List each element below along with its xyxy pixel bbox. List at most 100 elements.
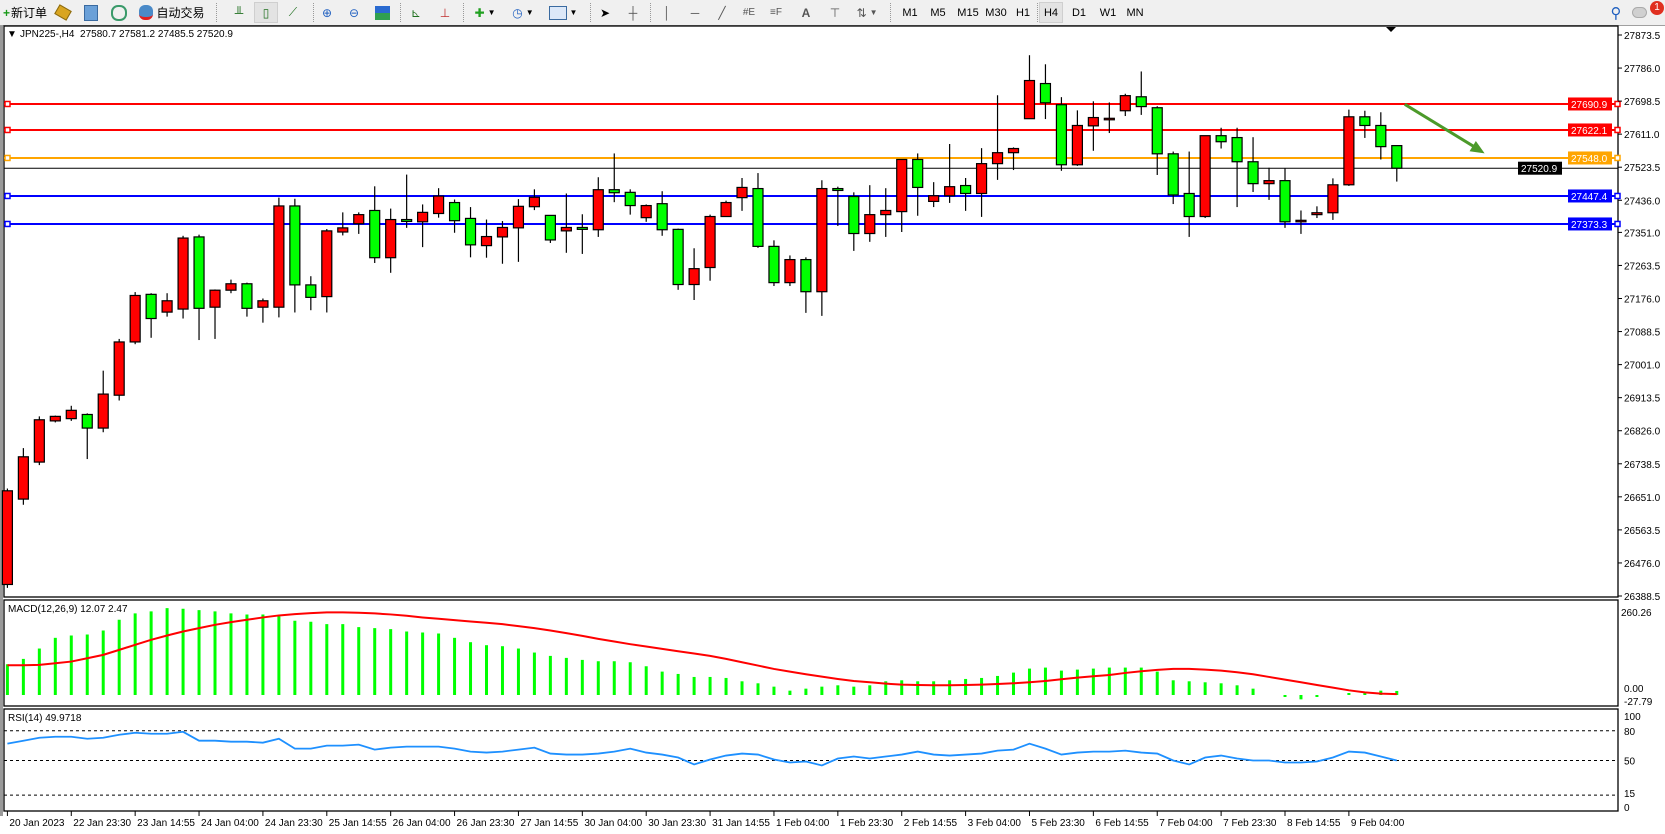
candle [113,338,125,401]
arrows-button[interactable]: ⇅ ▼ [850,2,884,23]
zoom-out-icon[interactable]: ⊖ [348,5,360,20]
line-handle[interactable] [1614,220,1621,228]
candle-body [959,184,972,195]
candle-body [113,341,125,396]
timeframe-w1[interactable]: W1 [1099,6,1117,19]
price-tick-label: 26388.5 [1624,592,1661,603]
time-tick-label: 6 Feb 14:55 [1095,818,1149,829]
price-line-label: 27690.9 [1571,100,1608,111]
line-handle[interactable] [4,220,11,228]
candle [1247,137,1259,192]
data-window-icon[interactable] [81,2,101,23]
line-handle[interactable] [4,154,11,162]
left-scroll-edge [0,26,3,816]
candle [1023,55,1036,120]
notifications-icon[interactable] [1630,2,1648,23]
candle-body [65,409,77,420]
candle-body [1311,212,1323,216]
trend-arrow-head[interactable] [1469,140,1485,154]
chart-shift-marker[interactable] [1386,27,1396,32]
chart-shift-icon[interactable]: ⊥ [439,5,451,20]
candle [1375,112,1387,160]
time-tick-label: 31 Jan 14:55 [712,818,770,829]
timeframe-h1[interactable]: H1 [1015,6,1031,19]
candle [480,219,493,258]
line-handle[interactable] [4,126,11,134]
fibonacci-expansion-icon[interactable]: #E [742,7,756,18]
timeframe-m1[interactable]: M1 [902,6,918,19]
candle [225,279,237,294]
line-handle[interactable] [1614,154,1621,162]
candle-body [417,211,429,223]
auto-scroll-icon[interactable]: ⊾ [410,5,422,20]
candle [1311,206,1323,219]
price-tick-label: 26476.0 [1624,559,1661,570]
zoom-in-icon[interactable]: ⊕ [321,5,333,20]
rsi-tick-label: 50 [1624,757,1636,768]
timeframe-d1[interactable]: D1 [1071,6,1087,19]
vertical-line-icon[interactable]: │ [663,5,671,20]
price-line-label: 27622.1 [1571,126,1608,137]
cursor-icon[interactable]: ➤ [599,5,611,20]
candle [560,193,572,253]
rsi-tick-label: 0 [1624,803,1630,814]
line-chart-icon[interactable]: ⟋ [288,5,298,19]
timeframe-mn[interactable]: MN [1126,6,1144,19]
candle-body [1215,135,1227,143]
new-order-button[interactable]: + 新订单 [2,2,48,23]
candle-body [736,186,748,199]
price-line-label: 27548.0 [1571,154,1608,165]
timeframe-m30[interactable]: M30 [985,6,1007,19]
text-icon[interactable]: A [801,5,811,20]
navigator-icon[interactable] [109,2,129,23]
timeframe-h4[interactable]: H4 [1039,2,1063,23]
templates-button[interactable]: ▼ [544,2,582,23]
candle [688,248,700,301]
periods-button[interactable]: ◷ ▼ [506,2,540,23]
bar-chart-icon[interactable]: ╨ [234,5,244,20]
arrows-icon: ⇅ [856,5,867,20]
line-handle[interactable] [1614,100,1621,108]
chart-menu-icon[interactable]: ▼ [7,29,17,40]
price-tick-label: 27698.5 [1624,97,1661,108]
candle [241,282,253,317]
line-handle[interactable] [4,100,11,108]
indicators-button[interactable]: ✚ ▼ [468,2,502,23]
search-icon[interactable]: ⚲ [1610,4,1622,22]
macd-tick-label: 0.00 [1624,684,1644,695]
auto-trading-icon [139,5,154,20]
text-label-icon[interactable]: ⊤ [829,5,841,20]
timeframe-m5[interactable]: M5 [930,6,946,19]
candle [1295,210,1307,234]
candle [417,204,429,248]
trend-arrow-line[interactable] [1403,103,1480,151]
candle [1119,93,1131,117]
price-tick-label: 27873.5 [1624,31,1661,42]
candlestick-icon[interactable]: ▯ [254,2,278,23]
auto-trading-button[interactable]: 自动交易 [136,2,208,23]
horizontal-line-icon[interactable]: ─ [690,5,700,20]
time-tick-label: 26 Jan 23:30 [457,818,515,829]
line-handle[interactable] [4,192,11,200]
chart-header: JPN225-,H4 27580.7 27581.2 27485.5 27520… [20,29,233,40]
candle [1103,102,1115,134]
line-handle[interactable] [1614,192,1621,200]
candle [1359,110,1371,138]
candle-body [720,201,732,218]
candle-body [848,195,860,235]
crosshair-icon[interactable]: ┼ [628,5,638,20]
trendline-icon[interactable]: ╱ [718,5,726,20]
rsi-tick-label: 15 [1624,789,1636,800]
time-tick-label: 22 Jan 23:30 [73,818,131,829]
candle [81,413,93,460]
candle-body [1375,124,1387,148]
candle [321,228,333,313]
line-handle[interactable] [1614,126,1621,134]
timeframe-m15[interactable]: M15 [957,6,979,19]
tile-windows-icon[interactable] [371,2,393,23]
candle [289,198,301,313]
candle [640,204,652,222]
fibonacci-fan-icon[interactable]: ≡F [770,7,782,18]
candle-body [1247,161,1259,185]
